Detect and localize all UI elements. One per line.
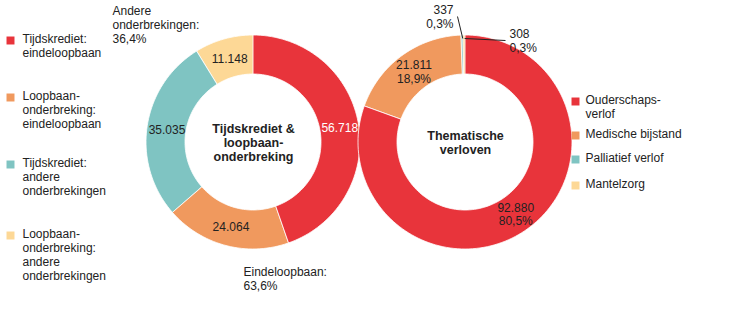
svg-text:Loopbaan-onderbreking:andereon: Loopbaan-onderbreking:andereonderbreking…	[23, 227, 106, 282]
svg-text:24.064: 24.064	[213, 220, 250, 234]
svg-text:Tijdskrediet &loopbaan-onderbr: Tijdskrediet &loopbaan-onderbreking	[212, 122, 294, 165]
svg-text:Medische bijstand: Medische bijstand	[586, 127, 682, 141]
svg-text:11.148: 11.148	[212, 52, 248, 66]
svg-text:35.035: 35.035	[149, 123, 186, 137]
svg-text:Thematischeverloven: Thematischeverloven	[427, 129, 503, 157]
svg-text:Loopbaan-onderbreking:eindeloo: Loopbaan-onderbreking:eindeloopbaan	[23, 89, 102, 131]
svg-text:Mantelzorg: Mantelzorg	[586, 177, 645, 191]
svg-text:Eindeloopbaan:63,6%: Eindeloopbaan:63,6%	[244, 265, 327, 293]
svg-text:92.88080,5%: 92.88080,5%	[497, 201, 534, 229]
svg-text:56.718: 56.718	[321, 121, 358, 135]
svg-text:Palliatief verlof: Palliatief verlof	[586, 151, 665, 165]
svg-text:Andereonderbrekingen:36,4%: Andereonderbrekingen:36,4%	[113, 4, 200, 46]
svg-text:Ouderschaps-verlof: Ouderschaps-verlof	[586, 93, 661, 121]
svg-text:Tijdskrediet:andereonderbrekin: Tijdskrediet:andereonderbrekingen	[23, 156, 106, 198]
svg-text:21.81118,9%: 21.81118,9%	[396, 58, 432, 86]
svg-text:3370,3%: 3370,3%	[426, 3, 454, 31]
svg-text:Tijdskrediet:eindeloopbaan: Tijdskrediet:eindeloopbaan	[23, 32, 102, 60]
svg-text:3080,3%: 3080,3%	[510, 27, 538, 55]
